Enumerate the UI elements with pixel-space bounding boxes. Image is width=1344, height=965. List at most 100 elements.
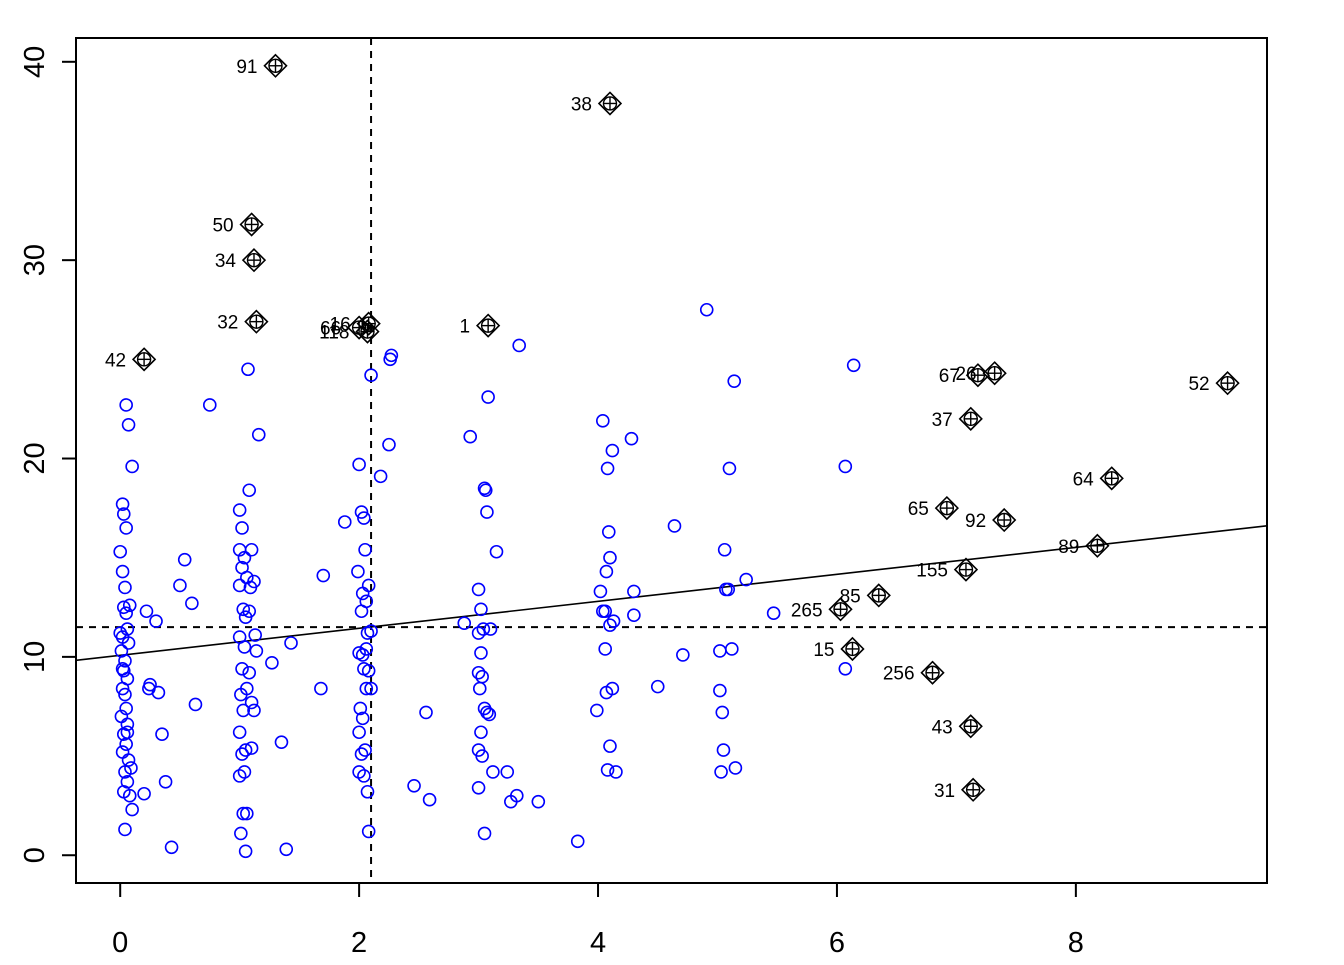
data-point <box>510 788 524 803</box>
data-point <box>600 461 615 476</box>
data-point <box>354 604 369 619</box>
point-label: 32 <box>217 313 238 334</box>
data-point <box>242 604 257 619</box>
diamond-marker <box>953 557 979 582</box>
data-point <box>238 743 253 757</box>
data-point <box>139 604 154 619</box>
point-label: 52 <box>1188 374 1209 395</box>
data-point <box>115 564 130 579</box>
data-point <box>699 302 714 317</box>
data-point <box>354 505 369 519</box>
data-point <box>471 582 486 597</box>
influential-point: 91 <box>236 53 288 78</box>
data-point <box>609 765 623 779</box>
point-label: 34 <box>215 251 237 272</box>
data-point <box>113 626 127 640</box>
data-point <box>121 636 136 650</box>
data-point <box>265 656 279 670</box>
data-point <box>116 600 131 615</box>
diamond-marker <box>131 347 157 372</box>
data-point <box>590 703 604 718</box>
data-point <box>244 741 259 755</box>
diamond-marker <box>934 495 959 521</box>
point-label: 118 <box>319 323 349 344</box>
data-point <box>118 654 132 668</box>
data-point <box>838 661 853 676</box>
data-point <box>407 779 421 793</box>
data-point <box>352 765 366 779</box>
diamond-marker <box>263 53 288 78</box>
data-point <box>242 483 257 498</box>
data-point <box>164 840 179 855</box>
data-point <box>316 568 331 583</box>
influential-point: 43 <box>932 714 983 739</box>
point-label: 42 <box>105 350 126 371</box>
data-point <box>713 683 727 698</box>
influential-point: 15 <box>813 636 865 662</box>
diamond-marker <box>992 507 1017 533</box>
data-point <box>251 427 266 442</box>
data-point <box>419 705 433 720</box>
point-label: 43 <box>932 717 953 738</box>
data-point <box>482 707 497 722</box>
data-point <box>232 725 247 740</box>
diamond-marker <box>840 636 865 662</box>
influential-point: 265 <box>791 597 853 622</box>
data-point <box>474 725 488 740</box>
point-label: 265 <box>791 600 823 621</box>
diamond-marker <box>355 319 380 344</box>
data-point <box>142 681 156 696</box>
diamond-marker <box>356 311 381 336</box>
data-point <box>244 542 259 557</box>
data-point <box>355 648 370 662</box>
data-point <box>364 681 378 696</box>
data-point <box>238 844 253 859</box>
data-point <box>481 390 495 404</box>
data-point <box>122 598 137 613</box>
data-point <box>358 743 372 757</box>
data-point <box>188 697 203 712</box>
data-point <box>358 542 372 557</box>
data-point <box>570 834 585 849</box>
influential-point: 34 <box>215 248 267 273</box>
influential-point: 42 <box>105 347 157 372</box>
data-point <box>120 725 135 740</box>
data-point <box>471 626 486 640</box>
influential-point: 256 <box>883 660 945 685</box>
data-point <box>118 687 132 702</box>
data-point <box>240 806 254 821</box>
data-point <box>247 703 261 718</box>
data-point <box>357 511 371 525</box>
data-point <box>173 578 187 593</box>
influential-point: 37 <box>932 406 983 431</box>
data-point <box>357 769 371 783</box>
data-point <box>248 628 262 642</box>
data-point <box>596 414 610 428</box>
data-point <box>383 352 397 367</box>
data-point <box>235 747 249 761</box>
point-label: 38 <box>571 94 592 115</box>
data-point <box>119 398 133 412</box>
data-point <box>236 703 251 718</box>
data-point <box>360 784 375 799</box>
data-point <box>352 725 366 740</box>
data-point <box>725 642 739 656</box>
data-point <box>242 665 257 680</box>
point-label: 65 <box>908 499 929 520</box>
data-point <box>314 681 328 696</box>
point-label: 50 <box>212 215 233 236</box>
data-point <box>846 358 861 373</box>
data-point <box>601 525 616 539</box>
data-point <box>593 584 608 599</box>
data-point <box>234 826 248 841</box>
x-tick-label: 4 <box>590 927 606 959</box>
data-point <box>457 616 472 630</box>
data-point <box>119 521 133 535</box>
y-tick-label: 20 <box>19 442 51 474</box>
plot-frame <box>75 37 1268 884</box>
diamond-marker <box>1085 533 1110 558</box>
data-point <box>113 544 127 559</box>
influential-point: 118 <box>319 319 380 344</box>
